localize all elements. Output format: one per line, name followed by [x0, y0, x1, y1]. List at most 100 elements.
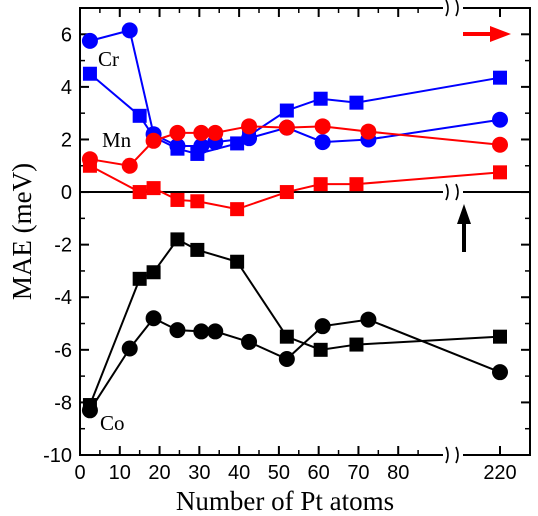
data-point: [493, 165, 507, 180]
data-point: [145, 132, 162, 149]
axis-break-mark: [445, 446, 449, 464]
plot-frame: [79, 7, 531, 456]
y-tick-label: -2: [54, 235, 72, 257]
data-point: [314, 318, 331, 335]
axis-break-mark: [455, 446, 459, 464]
data-point: [82, 398, 97, 413]
x-axis-title: Number of Pt atoms: [176, 486, 394, 516]
data-point: [207, 323, 224, 340]
data-point: [492, 111, 508, 128]
data-point: [170, 232, 185, 247]
y-axis-title: MAE (meV): [7, 163, 37, 300]
series-label: Cr: [98, 47, 119, 71]
data-point: [230, 254, 245, 269]
data-point: [190, 146, 205, 161]
data-point: [360, 311, 377, 328]
series-line: [89, 72, 357, 155]
x-tick-label: 220: [483, 462, 516, 484]
series-3: [82, 158, 507, 217]
y-tick-label: 4: [61, 77, 72, 99]
series-1: [82, 66, 507, 161]
x-tick-label: 50: [268, 462, 290, 484]
x-tick-label: 20: [148, 462, 170, 484]
data-point: [81, 32, 98, 49]
data-point: [82, 158, 97, 173]
data-point: [193, 124, 210, 141]
y-tick-label: -6: [54, 340, 72, 362]
data-point: [313, 342, 328, 357]
y-tick-label: -4: [54, 287, 72, 309]
data-point: [279, 329, 294, 344]
series-line: [368, 118, 501, 141]
data-point: [349, 95, 364, 110]
arrow-up-head: [457, 204, 471, 224]
data-point: [278, 351, 295, 368]
data-point: [493, 329, 507, 344]
data-point: [190, 194, 205, 209]
y-tick-label: -10: [43, 445, 72, 467]
data-point: [121, 340, 138, 357]
data-point: [241, 118, 258, 135]
x-tick-label: 40: [228, 462, 250, 484]
data-point: [314, 118, 331, 135]
data-point: [314, 134, 331, 151]
series-line: [368, 130, 501, 146]
data-point: [492, 364, 508, 381]
axis-break-mark: [445, 0, 449, 17]
y-tick-label: 0: [61, 182, 72, 204]
data-point: [360, 123, 377, 140]
data-point: [146, 181, 161, 196]
axis-break-gap: [443, 1, 463, 15]
axis-break-mark: [445, 183, 449, 201]
data-point: [313, 177, 328, 192]
series-line: [356, 171, 501, 186]
data-point: [170, 192, 185, 207]
arrow-right-head: [490, 26, 511, 42]
series-5: [82, 232, 507, 413]
series-label: Mn: [102, 128, 132, 152]
data-layer: [81, 22, 511, 419]
data-point: [132, 185, 147, 200]
axis-break-mark: [455, 0, 459, 17]
x-tick-label: 60: [308, 462, 330, 484]
data-point: [132, 271, 147, 286]
data-point: [279, 103, 294, 118]
series-line: [356, 335, 501, 346]
x-tick-label: 30: [188, 462, 210, 484]
axis-break-gap: [443, 448, 463, 462]
data-point: [82, 66, 97, 81]
axis-break-mark: [455, 183, 459, 201]
data-point: [121, 22, 138, 39]
data-point: [493, 70, 507, 85]
x-tick-label: 70: [347, 462, 369, 484]
data-point: [145, 310, 162, 327]
data-point: [132, 108, 147, 123]
data-point: [313, 91, 328, 106]
data-point: [193, 323, 210, 340]
data-point: [169, 124, 186, 141]
data-point: [190, 242, 205, 257]
y-tick-label: -8: [54, 392, 72, 414]
data-point: [230, 202, 245, 217]
x-tick-label: 80: [387, 462, 409, 484]
data-point: [349, 177, 364, 192]
x-tick-label: 0: [74, 462, 85, 484]
y-tick-label: 2: [61, 129, 72, 151]
data-point: [279, 185, 294, 200]
axes-layer: [79, 0, 531, 464]
data-point: [230, 136, 245, 151]
data-point: [492, 136, 508, 153]
data-point: [278, 119, 295, 136]
data-point: [146, 265, 161, 280]
series-4: [81, 310, 508, 419]
series-label: Co: [100, 411, 125, 435]
data-point: [349, 337, 364, 352]
data-point: [169, 322, 186, 339]
axis-break-gap: [443, 185, 463, 200]
data-point: [170, 141, 185, 156]
y-tick-label: 6: [61, 24, 72, 46]
data-point: [121, 157, 138, 174]
